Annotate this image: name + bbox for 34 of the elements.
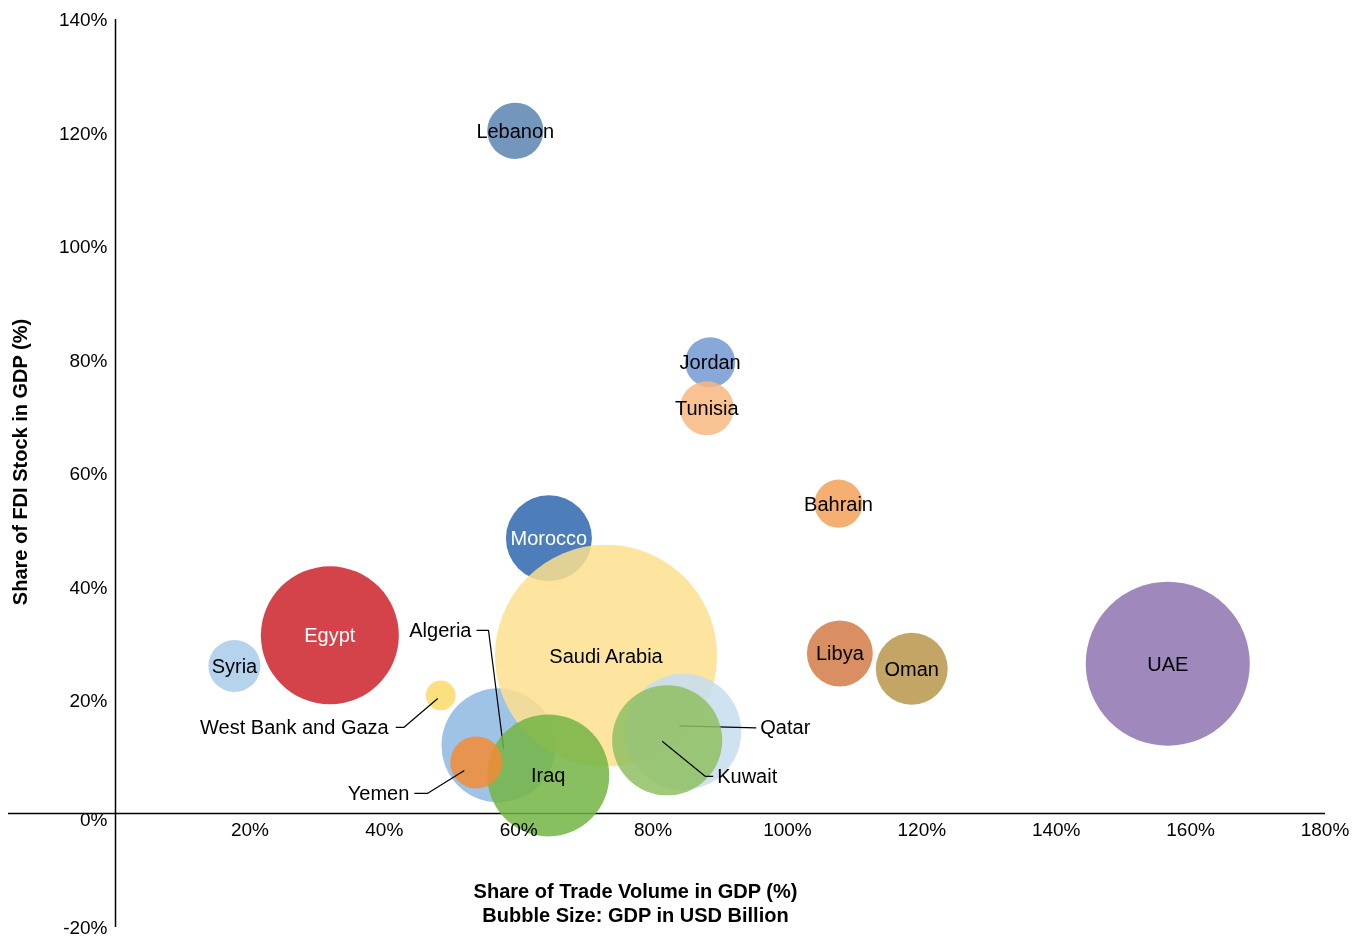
- y-tick-label: -20%: [63, 917, 108, 938]
- x-axis-title: Share of Trade Volume in GDP (%): [472, 878, 799, 903]
- y-tick-label: 100%: [58, 236, 108, 257]
- series-label: Iraq: [531, 764, 566, 787]
- series-label: Oman: [884, 657, 939, 680]
- y-tick-label: 140%: [58, 9, 108, 30]
- series-label: UAE: [1147, 652, 1189, 675]
- x-tick-label: 40%: [365, 818, 404, 840]
- x-tick-label: 100%: [763, 818, 812, 840]
- text: West Bank and Gaza: [200, 716, 390, 739]
- series-label: Morocco: [510, 527, 588, 550]
- y-tick-label: 20%: [69, 690, 108, 711]
- x-tick-label: 160%: [1166, 818, 1216, 840]
- y-tick-label: 40%: [69, 576, 108, 598]
- text: Yemen: [347, 782, 410, 805]
- x-tick-label: 80%: [634, 818, 673, 840]
- series-label: Jordan: [679, 351, 741, 374]
- series-label: Libya: [815, 642, 865, 665]
- series-label: Syria: [211, 654, 259, 677]
- text: Algeria: [409, 619, 473, 642]
- annotation: Bubble Size: GDP in USD Billion: [481, 902, 790, 927]
- series-label: Egypt: [304, 624, 356, 647]
- series-label: Kuwait: [717, 765, 778, 788]
- y-tick-label: 80%: [69, 349, 108, 371]
- y-tick-label: 60%: [69, 463, 108, 484]
- y-tick-label: 120%: [58, 122, 108, 144]
- x-tick-label: 20%: [230, 818, 270, 840]
- y-axis-title: Share of FDI Stock in GDP (%): [8, 317, 32, 607]
- x-tick-label: 120%: [897, 818, 947, 840]
- series-label: Tunisia: [674, 397, 740, 420]
- x-tick-label: 180%: [1300, 818, 1350, 840]
- x-tick-label: 140%: [1031, 818, 1081, 840]
- series-label: Saudi Arabia: [549, 644, 664, 667]
- series-label: Qatar: [760, 715, 811, 738]
